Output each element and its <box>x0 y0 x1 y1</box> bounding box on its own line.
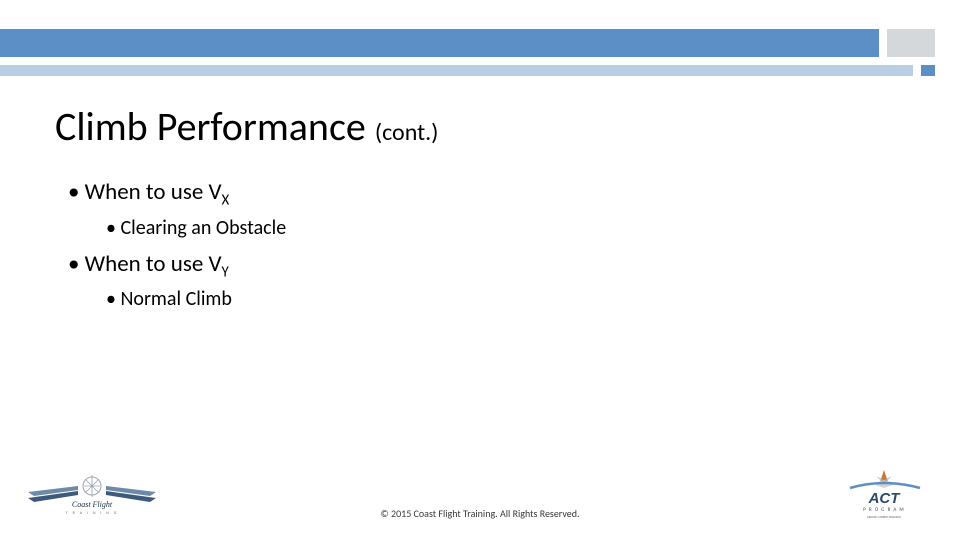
subscript-y: Y <box>222 263 229 281</box>
bullet-subitem-obstacle: Clearing an Obstacle <box>106 216 286 240</box>
svg-text:ACT: ACT <box>868 490 902 507</box>
slide-title: Climb Performance (cont.) <box>55 102 438 151</box>
bullet-text: When to use V <box>85 178 222 206</box>
header-accent-bar-2 <box>0 65 913 76</box>
title-main: Climb Performance <box>55 102 366 151</box>
subscript-x: X <box>222 192 230 210</box>
bullet-item-vx: When to use VX <box>68 178 286 210</box>
header-accent-bar-1-right <box>887 29 935 57</box>
header-accent-bar-1 <box>0 29 879 57</box>
title-continuation: (cont.) <box>375 118 439 147</box>
bullet-subitem-normal: Normal Climb <box>106 287 286 311</box>
header-accent-bar-2-right <box>921 65 935 76</box>
bullet-item-vy: When to use VY <box>68 250 286 282</box>
bullet-list: When to use VX Clearing an Obstacle When… <box>68 178 286 321</box>
bullet-text: When to use V <box>85 250 222 278</box>
copyright-footer: © 2015 Coast Flight Training. All Rights… <box>0 507 960 520</box>
